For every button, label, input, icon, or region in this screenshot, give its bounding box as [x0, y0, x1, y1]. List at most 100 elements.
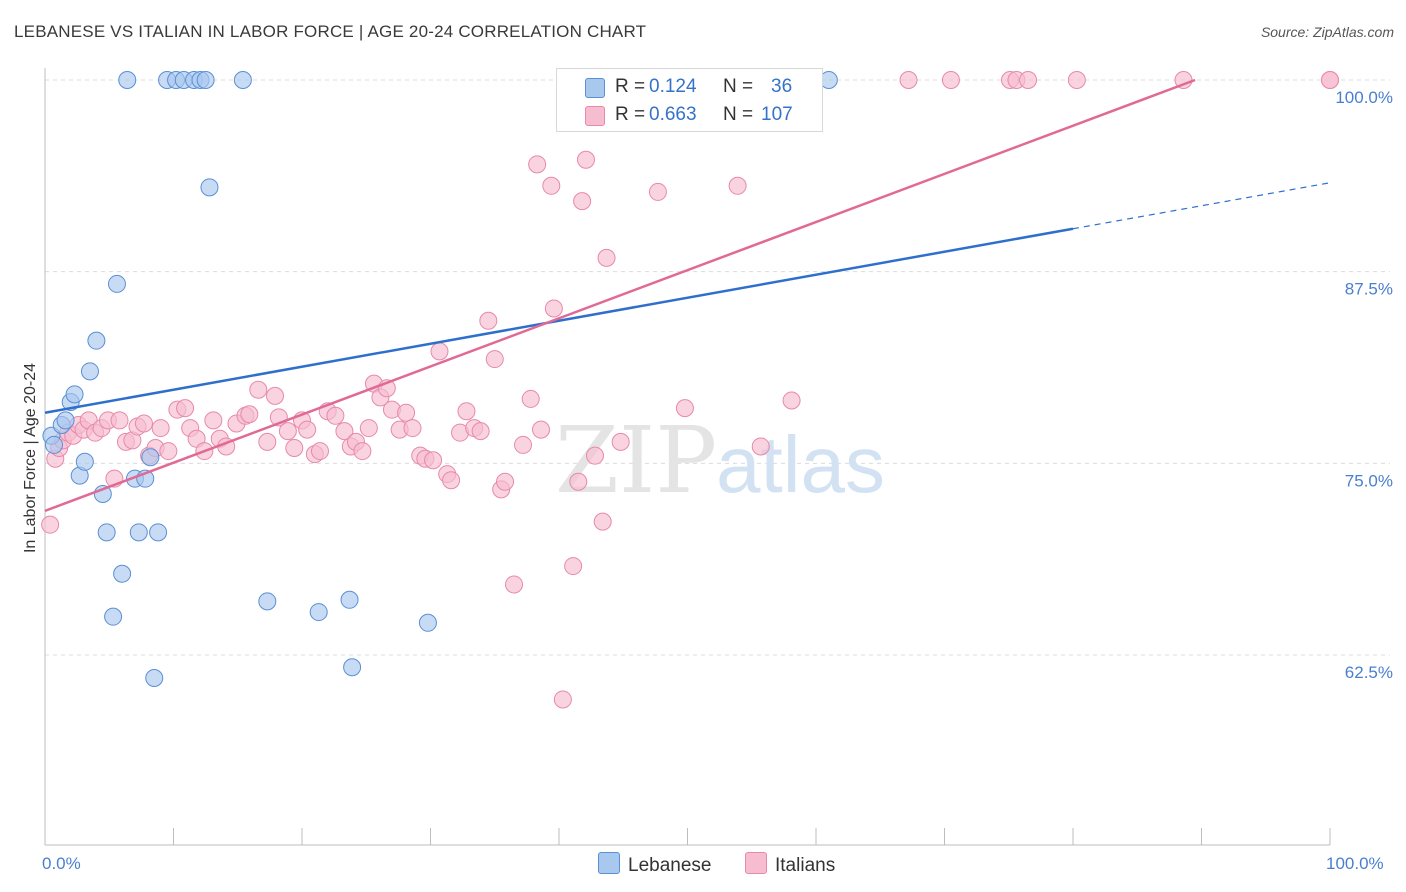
legend-n-label: N =: [723, 104, 754, 125]
lebanese-point: [258, 592, 277, 611]
italians-point: [728, 176, 747, 195]
italians-point: [326, 406, 345, 425]
italians-point: [648, 182, 667, 201]
legend-r-label: R =: [615, 104, 646, 125]
bottom-legend-lebanese: Lebanese: [598, 852, 711, 877]
lebanese-point: [104, 607, 123, 626]
italians-point: [353, 442, 372, 461]
x-tick-label-min: 0.0%: [42, 854, 81, 873]
lebanese-point: [309, 603, 328, 622]
legend-n-value: 107: [761, 104, 793, 125]
lebanese-point: [97, 523, 116, 542]
italians-point: [240, 405, 259, 424]
italians-point: [41, 515, 60, 534]
italians-point: [496, 472, 515, 491]
italians-point: [521, 389, 540, 408]
lebanese-point: [87, 331, 106, 350]
lebanese-point: [129, 523, 148, 542]
lebanese-point: [56, 411, 75, 430]
lebanese-point: [233, 71, 252, 89]
italians-point: [675, 399, 694, 418]
italians-point: [528, 155, 547, 174]
x-tick-label-max: 100.0%: [1326, 854, 1384, 873]
legend-row-italians: R = 0.663 N = 107: [557, 101, 822, 129]
italians-point: [442, 471, 461, 490]
lebanese-point: [149, 523, 168, 542]
lebanese-point: [418, 613, 437, 632]
legend-r-value: 0.124: [649, 76, 697, 97]
lebanese-point: [113, 564, 132, 583]
italians-point: [564, 557, 583, 576]
lebanese-point: [340, 590, 359, 609]
italians-point: [505, 575, 524, 594]
italians-point: [424, 451, 443, 470]
italians-point: [611, 432, 630, 451]
lebanese-point: [80, 362, 99, 381]
italians-point: [597, 248, 616, 267]
italians-point: [278, 422, 297, 441]
italians-point: [335, 422, 354, 441]
y-tick-label: 62.5%: [1345, 663, 1393, 682]
lebanese-point: [343, 658, 362, 677]
italians-point: [751, 437, 770, 456]
italians-point: [941, 71, 960, 89]
x-ticks: [44, 828, 1331, 845]
lebanese-point: [145, 669, 164, 687]
legend-r-label: R =: [615, 76, 646, 97]
legend-swatch-italians: [585, 106, 605, 126]
lebanese-point: [141, 448, 160, 467]
lebanese-points: [42, 71, 838, 687]
italians-point: [479, 311, 498, 330]
italians-point: [899, 71, 918, 89]
italians-point: [204, 411, 223, 430]
italians-point: [544, 299, 563, 318]
bottom-legend-label-italians: Italians: [775, 855, 836, 876]
grid-lines: [45, 79, 1390, 656]
italians-point: [457, 402, 476, 421]
watermark: ZIP atlas: [555, 407, 885, 514]
italians-point: [485, 350, 504, 369]
lebanese-trend-line: [44, 227, 1074, 414]
lebanese-point: [118, 71, 137, 89]
watermark-atlas: atlas: [716, 420, 885, 509]
italians-point: [249, 380, 268, 399]
bottom-legend-label-lebanese: Lebanese: [628, 855, 712, 876]
lebanese-point: [65, 385, 84, 404]
italians-point: [110, 411, 129, 430]
italians-point: [782, 391, 801, 410]
lebanese-point: [75, 452, 94, 471]
y-tick-label: 87.5%: [1345, 280, 1393, 299]
italians-point: [514, 435, 533, 454]
legend-n-value: 36: [771, 76, 793, 97]
bottom-legend-swatch-lebanese: [598, 852, 620, 874]
italians-point: [1067, 71, 1086, 89]
legend-n-label: N =: [723, 76, 754, 97]
italians-point: [397, 403, 416, 422]
lebanese-trend-extension: [1072, 182, 1331, 230]
x-tick-labels: 0.0% 100.0%: [42, 854, 1384, 873]
y-tick-label: 100.0%: [1335, 88, 1393, 107]
lebanese-point: [107, 274, 126, 293]
italians-point: [159, 442, 178, 461]
lebanese-point: [200, 178, 219, 197]
italians-point: [285, 439, 304, 457]
lebanese-point: [44, 435, 63, 454]
italians-points: [41, 71, 1339, 709]
italians-point: [1019, 71, 1038, 89]
italians-point: [151, 419, 170, 438]
italians-point: [176, 399, 195, 418]
legend-box: R = 0.124 N = 36 R = 0.663 N = 107: [556, 68, 823, 132]
legend-r-value: 0.663: [649, 104, 697, 125]
italians-point: [593, 512, 612, 531]
y-axis-label: In Labor Force | Age 20-24: [22, 363, 39, 553]
italians-point: [553, 690, 572, 709]
italians-point: [359, 419, 378, 438]
legend-row-lebanese: R = 0.124 N = 36: [557, 73, 822, 101]
italians-point: [569, 472, 588, 491]
italians-point: [134, 414, 153, 433]
trend-lines: [44, 78, 1331, 513]
y-tick-label: 75.0%: [1345, 471, 1393, 490]
italians-point: [532, 420, 551, 439]
italians-point: [573, 192, 592, 211]
italians-point: [471, 422, 490, 441]
